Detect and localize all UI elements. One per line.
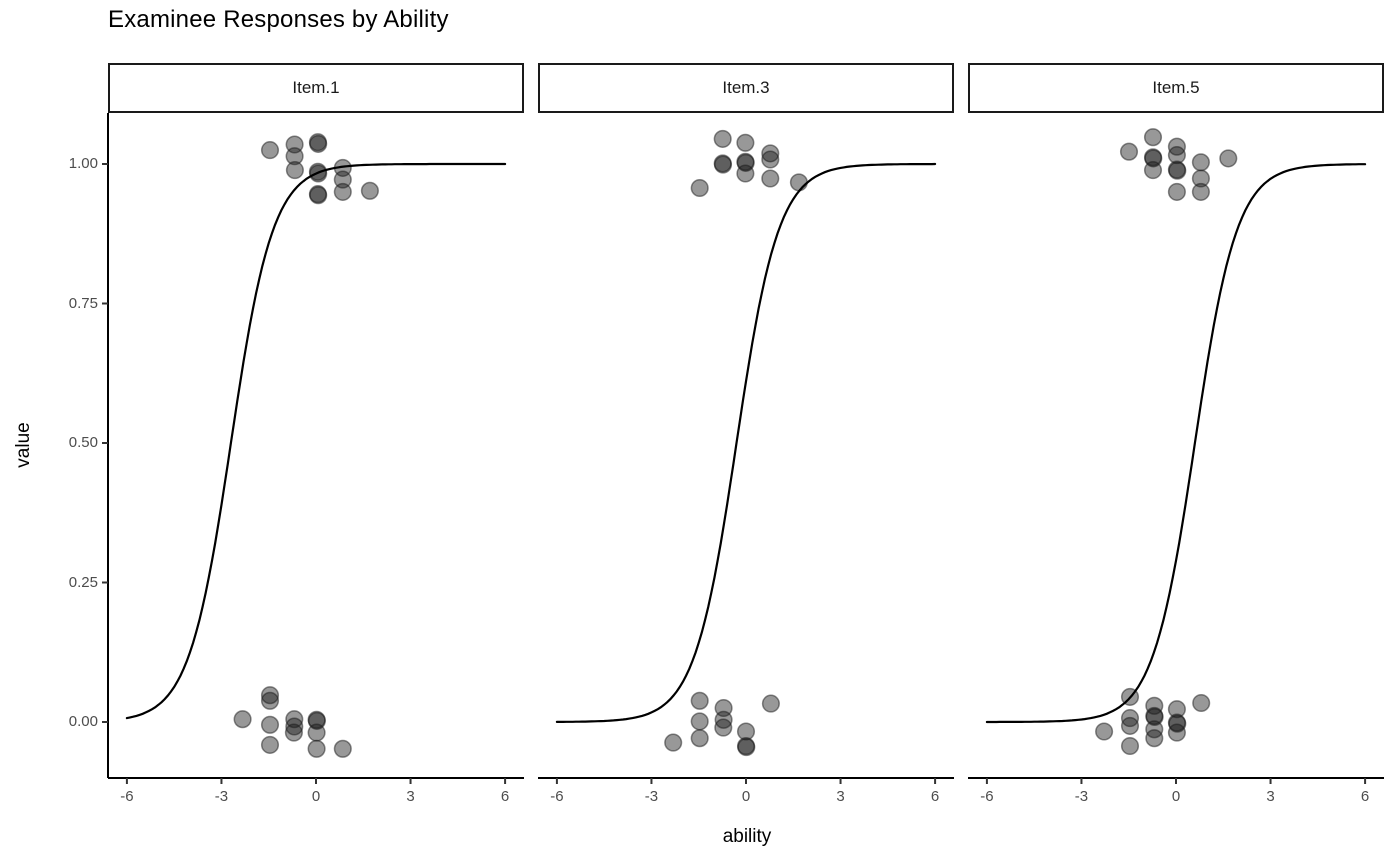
- data-point: [309, 186, 328, 205]
- x-tick-label: 6: [500, 788, 510, 805]
- facet-strip-item3: Item.3: [538, 63, 954, 113]
- data-point: [333, 182, 352, 201]
- facet-strip-label: Item.3: [722, 78, 770, 97]
- data-point: [1120, 716, 1140, 735]
- data-point: [664, 733, 683, 752]
- data-point: [1167, 723, 1186, 742]
- data-point: [690, 712, 709, 731]
- data-point: [713, 129, 732, 148]
- x-tick-label: -6: [550, 788, 564, 805]
- y-tick-label: 0.75: [68, 294, 98, 312]
- data-point: [736, 133, 755, 152]
- x-tick-label: 3: [836, 788, 845, 805]
- data-point: [307, 723, 326, 742]
- data-point: [713, 155, 733, 174]
- data-point: [736, 164, 755, 183]
- data-point: [360, 181, 379, 200]
- data-point: [1095, 722, 1114, 741]
- data-point: [1120, 736, 1140, 756]
- data-point: [1191, 153, 1210, 172]
- data-point: [233, 710, 252, 729]
- data-point: [737, 738, 756, 757]
- data-point: [260, 691, 280, 710]
- y-axis-title: value: [13, 422, 34, 468]
- x-tick-label: 6: [1360, 788, 1370, 805]
- y-tick-label: 0.50: [68, 434, 98, 451]
- data-point: [1119, 142, 1139, 161]
- data-point: [1168, 161, 1187, 180]
- data-point: [1219, 149, 1238, 168]
- facet-strip-item1: Item.1: [108, 63, 524, 113]
- icc-curve: [555, 162, 937, 723]
- facet-strip-label: Item.1: [292, 78, 340, 97]
- x-axis-title: ability: [722, 826, 772, 847]
- data-point: [1167, 700, 1186, 719]
- data-point: [260, 141, 280, 160]
- data-point: [690, 729, 709, 748]
- x-tick-label: -3: [214, 788, 229, 805]
- data-point: [736, 722, 756, 741]
- data-point: [285, 147, 304, 166]
- data-point: [333, 739, 352, 758]
- x-tick-label: -3: [1074, 788, 1089, 805]
- data-point: [285, 710, 304, 729]
- data-point: [690, 691, 709, 710]
- data-point: [789, 173, 808, 192]
- data-point: [333, 170, 352, 189]
- x-tick-label: 6: [930, 788, 940, 805]
- data-point: [260, 686, 280, 705]
- x-tick-label: 0: [311, 788, 321, 805]
- facet-strip-item5: Item.5: [968, 63, 1384, 113]
- data-point: [285, 717, 304, 736]
- x-tick-label: 3: [1266, 788, 1275, 805]
- icc-curve: [985, 163, 1367, 724]
- data-point: [1143, 161, 1163, 180]
- icc-curve: [125, 162, 507, 720]
- data-point: [714, 718, 733, 737]
- data-point: [761, 144, 780, 163]
- x-tick-label: 0: [741, 788, 751, 805]
- x-tick-label: 3: [406, 788, 415, 805]
- y-tick-label: 0.25: [68, 573, 98, 591]
- y-tick-label: 1.00: [68, 155, 98, 172]
- y-tick-label: 0.00: [68, 713, 98, 730]
- data-point: [307, 739, 326, 758]
- data-point: [761, 169, 780, 188]
- x-tick-label: -3: [644, 788, 659, 805]
- data-point: [1192, 693, 1211, 713]
- data-point: [260, 735, 280, 754]
- data-point: [309, 134, 328, 153]
- data-point: [260, 715, 280, 734]
- plot-title: Examinee Responses by Ability: [108, 6, 449, 33]
- data-point: [1167, 146, 1186, 165]
- data-point: [690, 178, 709, 198]
- x-tick-label: -6: [120, 788, 134, 805]
- data-point: [761, 694, 780, 713]
- data-point: [284, 723, 303, 742]
- data-point: [1167, 182, 1186, 201]
- data-point: [285, 161, 304, 180]
- data-point: [1191, 169, 1210, 188]
- data-point: [761, 150, 780, 169]
- data-point: [1191, 182, 1210, 201]
- x-tick-label: -6: [980, 788, 994, 805]
- x-tick-label: 0: [1171, 788, 1181, 805]
- facet-strip-label: Item.5: [1152, 78, 1200, 97]
- data-point: [1143, 128, 1163, 147]
- data-point: [1145, 729, 1164, 748]
